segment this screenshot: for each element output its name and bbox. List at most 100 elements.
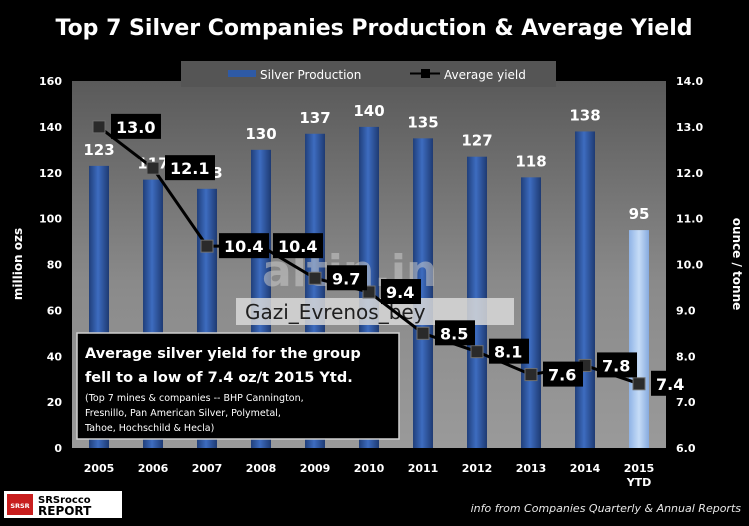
y-tick-label: 40 — [47, 350, 63, 363]
x-tick-label: 2012 — [462, 462, 493, 475]
x-tick-label: 2011 — [408, 462, 439, 475]
bar-data-label: 138 — [569, 106, 600, 124]
x-tick-label: 2013 — [516, 462, 547, 475]
bar — [521, 177, 541, 448]
x-tick-label: 2015 — [624, 462, 655, 475]
bar-data-label: 137 — [299, 109, 330, 127]
x-tick-label: 2007 — [192, 462, 223, 475]
yield-label-box — [543, 361, 583, 387]
y2-tick-label: 7.0 — [676, 396, 696, 409]
yield-point — [146, 161, 160, 175]
y-tick-label: 100 — [39, 213, 62, 226]
yield-data-label: 9.7 — [332, 269, 360, 288]
y-tick-label: 20 — [47, 396, 63, 409]
legend-swatch-production — [228, 70, 256, 77]
y-axis-title: million ozs — [11, 228, 25, 300]
yield-data-label: 13.0 — [116, 118, 155, 137]
y2-tick-label: 12.0 — [676, 167, 703, 180]
y-tick-label: 60 — [47, 304, 63, 317]
yield-point — [470, 345, 484, 359]
yield-data-label: 8.1 — [494, 343, 522, 362]
y2-tick-label: 10.0 — [676, 259, 703, 272]
yield-data-label: 7.6 — [548, 366, 576, 385]
bar-data-label: 123 — [83, 141, 114, 159]
yield-label-box — [489, 338, 529, 364]
y-tick-label: 80 — [47, 259, 63, 272]
yield-point — [524, 368, 538, 382]
logo-text-top: SRSrocco — [38, 495, 91, 506]
yield-data-label: 7.4 — [656, 375, 684, 394]
x-tick-label: 2010 — [354, 462, 385, 475]
bar — [575, 131, 595, 448]
yield-point — [200, 239, 214, 253]
bar — [413, 138, 433, 448]
bar-data-label: 127 — [461, 132, 492, 150]
bar-data-label: 95 — [629, 205, 650, 223]
bar-data-label: 140 — [353, 102, 384, 120]
yield-label-box — [165, 155, 215, 181]
y2-tick-label: 8.0 — [676, 350, 696, 363]
yield-data-label: 9.4 — [386, 283, 414, 302]
x-tick-label: 2006 — [138, 462, 169, 475]
x-tick-label: 2009 — [300, 462, 331, 475]
yield-label-box — [111, 113, 161, 139]
yield-label-box — [327, 265, 367, 291]
yield-point — [632, 377, 646, 391]
x-tick-label: 2014 — [570, 462, 601, 475]
y2-tick-label: 9.0 — [676, 304, 696, 317]
yield-point — [416, 326, 430, 340]
y2-tick-label: 13.0 — [676, 121, 703, 134]
bar-data-label: 135 — [407, 113, 438, 131]
y2-axis-ticks: 6.0 7.0 8.0 9.0 10.0 11.0 12.0 13.0 14.0 — [676, 75, 703, 455]
yield-label-box — [381, 279, 421, 305]
yield-label-box — [219, 233, 269, 259]
legend-label-production: Silver Production — [260, 68, 361, 82]
bar — [629, 230, 649, 448]
y-tick-label: 140 — [39, 121, 62, 134]
y2-tick-label: 6.0 — [676, 442, 696, 455]
yield-data-label: 7.8 — [602, 356, 630, 375]
annotation-box: Average silver yield for the group fell … — [76, 332, 400, 440]
logo-badge-text: SRSR — [10, 502, 29, 510]
yield-data-label: 8.5 — [440, 324, 468, 343]
logo-text-bottom: REPORT — [38, 504, 92, 518]
logo-badge — [7, 494, 33, 515]
yield-label-box — [651, 370, 691, 396]
source-note: info from Companies Quarterly & Annual R… — [471, 502, 742, 515]
y-tick-label: 120 — [39, 167, 62, 180]
annotation-note-2: Fresnillo, Pan American Silver, Polymeta… — [85, 408, 281, 419]
yield-point — [308, 271, 322, 285]
annotation-note-1: (Top 7 mines & companies -- BHP Canningt… — [85, 393, 304, 404]
annotation-note-3: Tahoe, Hochschild & Hecla) — [84, 423, 214, 434]
x-axis-ticks: 2005 2006 2007 2008 2009 2010 2011 2012 2013 2014… — [84, 462, 655, 489]
x-tick-label: 2008 — [246, 462, 277, 475]
annotation-headline-1: Average silver yield for the group — [85, 346, 361, 362]
yield-point — [92, 120, 106, 134]
annotation-background — [76, 332, 400, 440]
chart-title: Top 7 Silver Companies Production & Aver… — [55, 16, 692, 41]
yield-data-label: 10.4 — [278, 237, 317, 256]
x-tick-label: 2005 — [84, 462, 115, 475]
legend-marker-yield — [421, 69, 430, 78]
bar-data-label: 118 — [515, 152, 546, 170]
yield-data-label: 12.1 — [170, 159, 209, 178]
yield-label-box — [435, 320, 475, 346]
annotation-headline-2: fell to a low of 7.4 oz/t 2015 Ytd. — [85, 370, 353, 386]
y2-tick-label: 11.0 — [676, 213, 703, 226]
y2-tick-label: 14.0 — [676, 75, 703, 88]
yield-label-box — [597, 352, 637, 378]
bar-data-label: 130 — [245, 125, 276, 143]
y-tick-label: 160 — [39, 75, 62, 88]
yield-data-labels: 13.0 12.1 10.4 10.4 9.7 9.4 8.5 8.1 7.6 7.8 7.4 — [111, 113, 691, 396]
legend: Silver Production Average yield — [181, 61, 556, 87]
y-tick-label: 0 — [54, 442, 62, 455]
yield-label-box — [273, 233, 323, 259]
x-tick-label: YTD — [626, 476, 652, 489]
legend-label-yield: Average yield — [444, 68, 526, 82]
y-axis-ticks: 0 20 40 60 80 100 120 140 160 — [39, 75, 62, 455]
yield-data-label: 10.4 — [224, 237, 263, 256]
footer-logo: SRSR SRSrocco REPORT — [4, 491, 122, 518]
y2-axis-title: ounce / tonne — [730, 218, 744, 311]
